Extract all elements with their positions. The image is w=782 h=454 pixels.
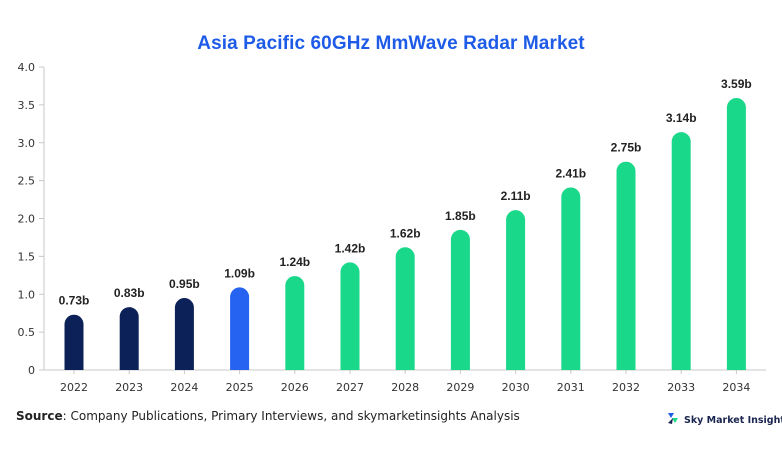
data-label: 1.62b [390,226,421,240]
source-text: : Company Publications, Primary Intervie… [62,409,520,423]
x-tick-label: 2034 [722,381,750,394]
bar [506,210,526,370]
data-label: 0.83b [114,286,145,300]
source-note: Source: Company Publications, Primary In… [16,409,520,423]
data-label: 1.24b [279,255,310,269]
labels-layer: 0.73b 0.83b 0.95b 1.09b 1.24b 1.42b 1.62b 1.85b… [59,77,752,308]
x-tick-label: 2032 [612,381,640,394]
data-label: 3.14b [666,111,697,125]
x-tick-label: 2022 [60,381,88,394]
x-tick-label: 2023 [115,381,143,394]
sky-market-insights-logo-icon [666,410,680,431]
x-tick-label: 2024 [170,381,198,394]
data-label: 2.11b [501,189,531,203]
y-tick-label: 1.5 [18,250,36,263]
y-tick-label: 4.0 [18,61,36,74]
y-tick-label: 0 [28,364,35,377]
axes-layer: 0 0.5 1.0 1.5 2.0 2.5 3.0 3.5 4.0 2022 2023 2024 202… [18,61,766,394]
data-label: 1.42b [335,241,366,255]
x-tick-label: 2029 [446,381,474,394]
bar [561,187,581,370]
y-tick-label: 2.0 [18,213,36,226]
y-tick-label: 3.5 [18,99,36,112]
x-tick-label: 2026 [281,381,309,394]
data-label: 0.95b [169,277,200,291]
data-label: 2.41b [555,166,586,180]
x-tick-label: 2033 [667,381,695,394]
x-tick-label: 2025 [226,381,254,394]
bar [395,247,415,370]
bar [616,161,636,370]
x-tick-label: 2031 [557,381,585,394]
y-tick-label: 2.5 [18,175,36,188]
source-label: Source [16,409,63,423]
bar [174,298,194,370]
y-tick-label: 0.5 [18,326,36,339]
bars-layer [64,98,746,371]
brand-name: Sky Market Insights [684,414,782,426]
data-label: 2.75b [611,141,642,155]
bar [340,262,360,370]
x-tick-label: 2027 [336,381,364,394]
x-tick-label: 2028 [391,381,419,394]
bar [230,287,250,370]
data-label: 1.09b [224,266,255,280]
y-tick-label: 3.0 [18,137,36,150]
data-label: 1.85b [445,209,476,223]
brand-logo: Sky Market Insights [666,410,782,430]
x-tick-label: 2030 [502,381,530,394]
bar [64,314,84,370]
data-label: 3.59b [721,77,752,91]
bar [450,229,470,370]
bar [726,98,746,371]
chart-title: Asia Pacific 60GHz MmWave Radar Market [197,33,585,54]
bar [119,307,139,370]
bar [671,132,691,370]
y-tick-label: 1.0 [18,288,36,301]
data-label: 0.73b [59,294,90,308]
bar [285,276,305,370]
